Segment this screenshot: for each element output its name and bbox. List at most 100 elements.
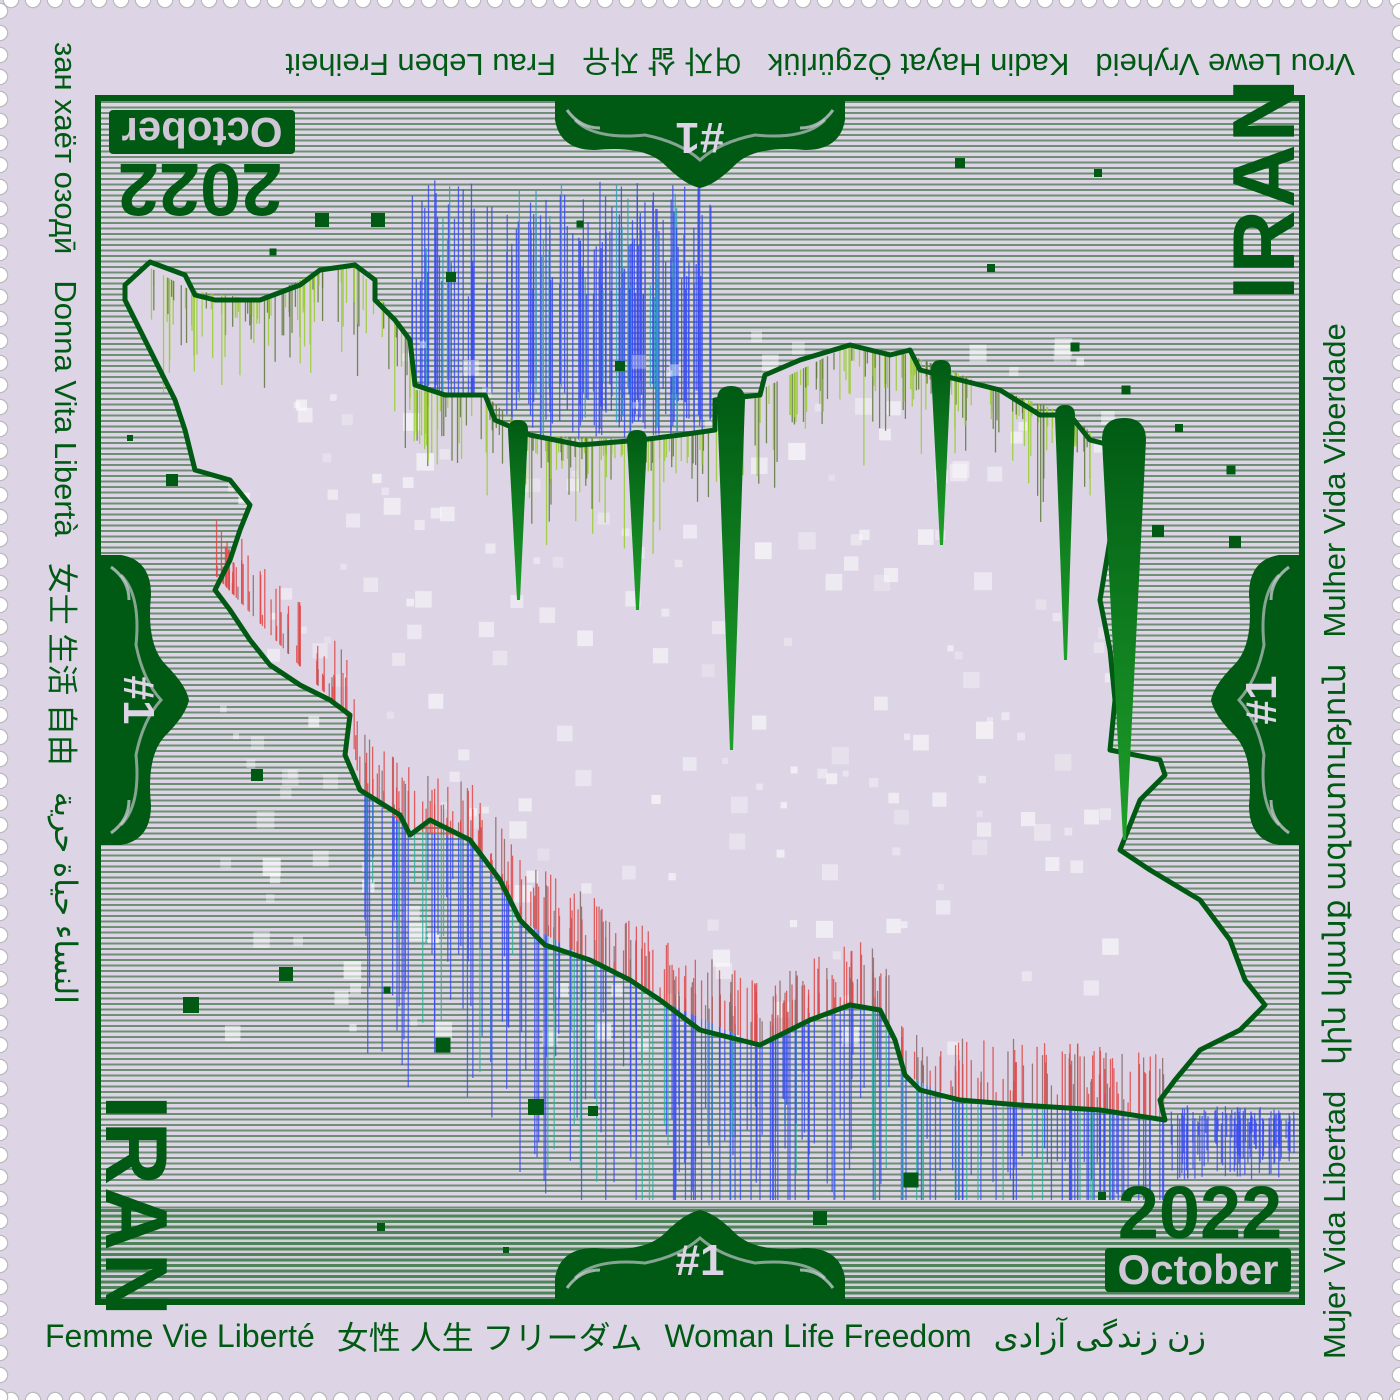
phrase: النساء حياة حرية (48, 791, 83, 1004)
phrase: 女士 生活 自由 (44, 562, 80, 766)
green-square (269, 248, 277, 256)
texture-square (220, 705, 227, 713)
texture-square (458, 749, 470, 761)
phrase: Woman Life Freedom (664, 1317, 972, 1354)
texture-square (381, 487, 390, 496)
texture-square (509, 821, 527, 839)
texture-square (832, 951, 841, 960)
green-square (576, 220, 584, 228)
cartouche-ornament (555, 1210, 845, 1300)
green-square (1229, 536, 1241, 548)
month-badge: October (109, 109, 295, 156)
texture-square (631, 354, 646, 369)
texture-square (622, 865, 636, 880)
texture-square (783, 637, 793, 647)
texture-square (1070, 860, 1084, 874)
year: 2022 (1117, 1171, 1283, 1254)
texture-square (974, 572, 993, 591)
texture-square (329, 394, 337, 401)
green-square (1152, 525, 1164, 537)
texture-square (1035, 599, 1047, 610)
green-square (588, 1106, 598, 1116)
texture-square (441, 801, 449, 810)
texture-square (539, 607, 556, 624)
cartouche-ornament (555, 98, 845, 188)
texture-square (428, 693, 444, 709)
texture-square (652, 648, 669, 664)
texture-square (903, 733, 911, 741)
texture-square (1010, 431, 1023, 444)
texture-square (1020, 811, 1036, 827)
green-square (903, 1172, 919, 1188)
number-cartouche-top: #1 (555, 98, 845, 190)
texture-square (814, 403, 823, 412)
texture-square (780, 801, 787, 809)
texture-square (1103, 571, 1112, 580)
texture-square (324, 636, 332, 644)
texture-square (665, 370, 673, 377)
texture-square (828, 474, 835, 481)
texture-square (683, 524, 697, 539)
texture-square (350, 983, 361, 995)
green-square (127, 435, 133, 441)
texture-square (280, 588, 293, 600)
texture-square (894, 809, 909, 825)
texture-square (556, 725, 573, 742)
texture-square (1045, 857, 1060, 871)
texture-square (712, 621, 726, 635)
texture-square (267, 648, 280, 662)
texture-square (392, 652, 406, 666)
green-square (1098, 1192, 1106, 1200)
texture-square (986, 717, 993, 724)
texture-square (987, 466, 1003, 482)
texture-square (886, 918, 901, 934)
texture-square (340, 563, 347, 570)
texture-square (798, 532, 816, 550)
green-square (371, 213, 385, 227)
texture-square (817, 768, 828, 779)
date-block: 2022 October (1105, 1171, 1295, 1298)
texture-square (233, 733, 240, 740)
year: 2022 (117, 148, 283, 231)
texture-square (883, 567, 899, 583)
texture-square (674, 559, 683, 568)
texture-square (611, 984, 623, 997)
south-coast-drips (215, 520, 1295, 1200)
texture-square (341, 414, 353, 426)
green-square (279, 967, 293, 981)
texture-square (1076, 357, 1085, 366)
texture-square (463, 359, 479, 376)
texture-square (293, 936, 303, 947)
texture-square (526, 478, 541, 493)
border-text-left: зан хаёт озодӣ Donna Vita Libertà 女士 生活 … (43, 42, 87, 1312)
phrase: Donna Vita Libertà (48, 280, 83, 537)
perforation-left (0, 0, 10, 1400)
texture-square (952, 461, 970, 478)
texture-square (756, 783, 763, 791)
texture-square (449, 771, 460, 782)
month-badge: October (1105, 1248, 1291, 1292)
texture-square (900, 921, 908, 929)
texture-square (312, 643, 328, 659)
green-square (1094, 169, 1102, 177)
texture-square (831, 746, 850, 765)
texture-square (729, 833, 746, 850)
green-drip (508, 420, 528, 600)
texture-square (826, 773, 838, 785)
texture-square (372, 473, 382, 484)
texture-square (581, 883, 592, 894)
perforation-bottom (0, 1390, 1400, 1400)
iran-map-outline (122, 259, 1268, 1123)
texture-square (661, 608, 670, 617)
texture-square (297, 407, 313, 423)
texture-square (346, 513, 360, 528)
phrase: Frau Leben Freiheit (285, 47, 556, 82)
phrase: зан хаёт озодӣ (48, 42, 83, 255)
green-square (1226, 465, 1236, 475)
border-text-bottom: Femme Vie Liberté 女性 人生 フリーダム Woman Life… (45, 1312, 1305, 1360)
green-square (1070, 342, 1080, 352)
phrase: Femme Vie Liberté (45, 1317, 315, 1354)
texture-square (874, 696, 888, 711)
date-block-rotated: 2022 October (105, 104, 295, 231)
texture-square (722, 757, 729, 765)
